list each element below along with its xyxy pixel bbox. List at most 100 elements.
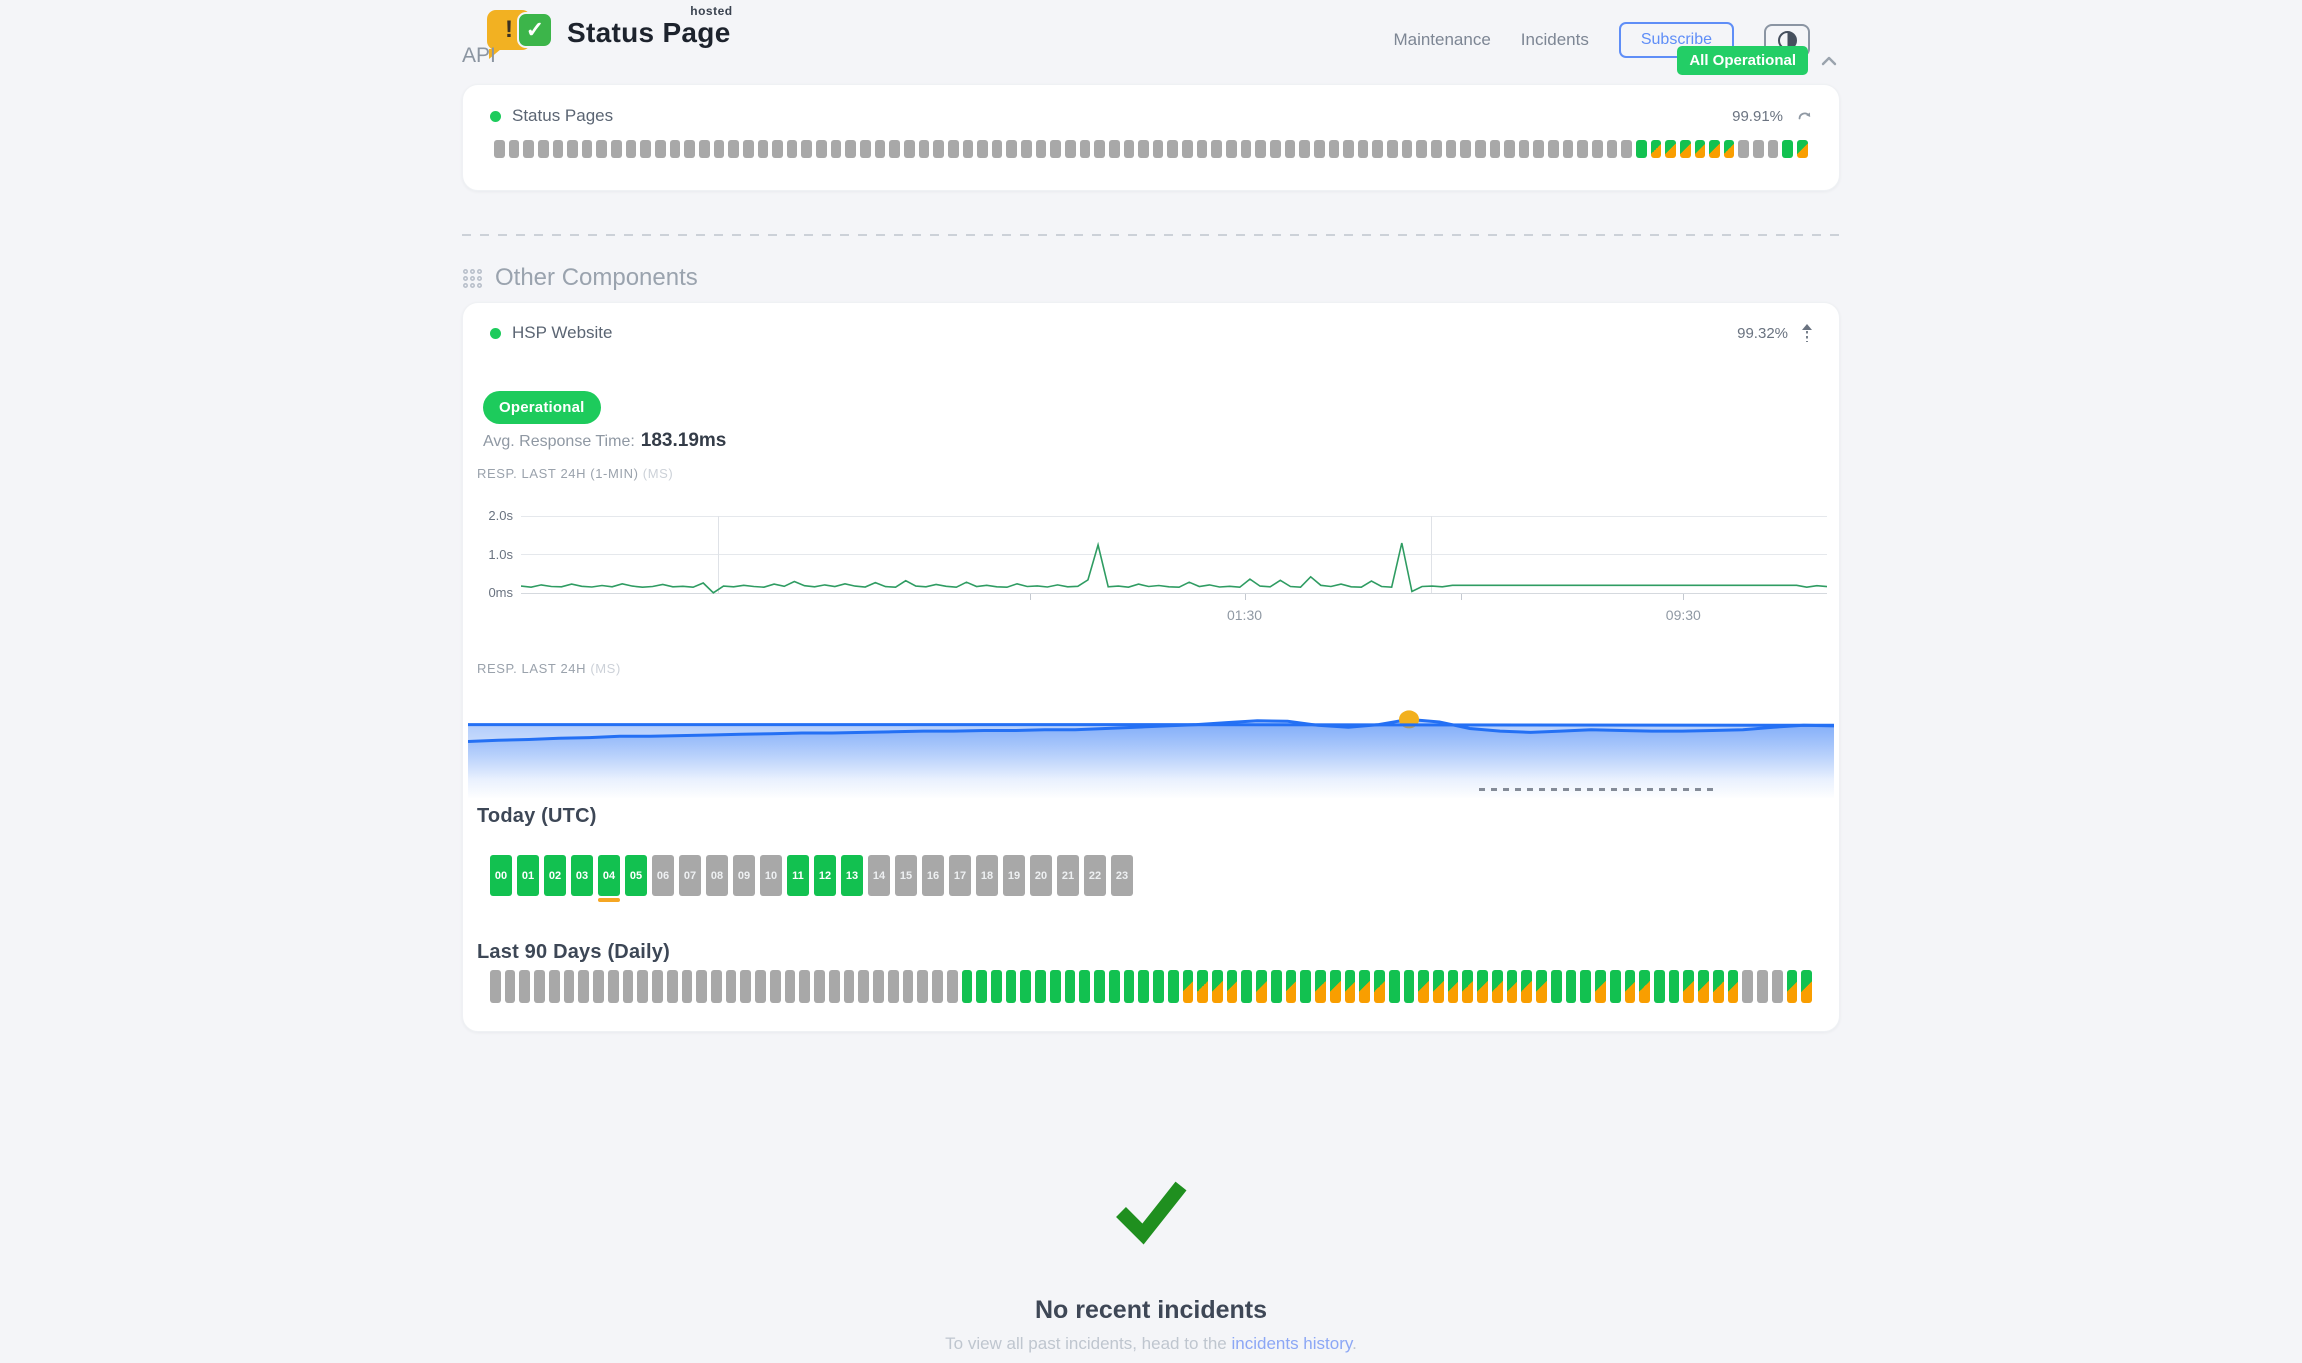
uptime-bar-segment[interactable]: [1359, 970, 1371, 1003]
uptime-bar-segment[interactable]: [1786, 970, 1798, 1003]
uptime-bar-segment[interactable]: [799, 970, 811, 1003]
uptime-bar-segment[interactable]: [1797, 140, 1808, 158]
uptime-bar-segment[interactable]: [860, 140, 871, 158]
uptime-bar-segment[interactable]: [757, 140, 769, 158]
uptime-bar-segment[interactable]: [1284, 140, 1296, 158]
uptime-bar-segment[interactable]: [1767, 140, 1779, 158]
uptime-bar-segment[interactable]: [681, 970, 693, 1003]
uptime-bar-segment[interactable]: [1650, 140, 1662, 158]
uptime-bar-segment[interactable]: [917, 970, 929, 1003]
hour-block-14[interactable]: 14: [868, 855, 890, 896]
uptime-bar-segment[interactable]: [578, 970, 590, 1003]
uptime-bar-segment[interactable]: [1094, 970, 1105, 1003]
uptime-bar-segment[interactable]: [1138, 970, 1150, 1003]
uptime-bar-segment[interactable]: [1357, 140, 1369, 158]
hour-block-11[interactable]: 11: [787, 855, 809, 896]
uptime-bar-segment[interactable]: [1462, 970, 1474, 1003]
uptime-bar-segment[interactable]: [1771, 970, 1783, 1003]
uptime-bar-segment[interactable]: [1196, 140, 1208, 158]
uptime-bar-segment[interactable]: [728, 140, 739, 158]
uptime-bar-segment[interactable]: [552, 140, 564, 158]
uptime-bar-segment[interactable]: [1801, 970, 1813, 1003]
hour-block-23[interactable]: 23: [1111, 855, 1133, 896]
uptime-bar-segment[interactable]: [652, 970, 663, 1003]
uptime-bar-segment[interactable]: [1167, 140, 1179, 158]
uptime-bar-segment[interactable]: [1727, 970, 1739, 1003]
uptime-bar-segment[interactable]: [563, 970, 575, 1003]
uptime-bar-segment[interactable]: [1753, 140, 1764, 158]
uptime-bar-segment[interactable]: [684, 140, 695, 158]
uptime-bar-segment[interactable]: [740, 970, 752, 1003]
uptime-bar-segment[interactable]: [1064, 140, 1076, 158]
uptime-bar-segment[interactable]: [1536, 970, 1547, 1003]
response-area-chart[interactable]: [468, 689, 1834, 799]
uptime-bar-segment[interactable]: [1256, 970, 1267, 1003]
hour-block-13[interactable]: 13: [841, 855, 863, 896]
uptime-bar-segment[interactable]: [1489, 140, 1501, 158]
subscribe-button[interactable]: Subscribe: [1618, 22, 1734, 58]
refresh-icon[interactable]: [1796, 108, 1813, 125]
uptime-bar-segment[interactable]: [1550, 970, 1562, 1003]
uptime-bar-segment[interactable]: [1035, 970, 1046, 1003]
nav-item-incidents[interactable]: Incidents: [1520, 30, 1589, 49]
uptime-bar-segment[interactable]: [1374, 970, 1385, 1003]
uptime-bar-segment[interactable]: [1211, 140, 1223, 158]
uptime-bar-segment[interactable]: [755, 970, 766, 1003]
incidents-history-link[interactable]: incidents history: [1231, 1334, 1353, 1353]
uptime-bar-segment[interactable]: [946, 970, 958, 1003]
uptime-bar-segment[interactable]: [537, 140, 549, 158]
uptime-bar-segment[interactable]: [830, 140, 842, 158]
uptime-bar-segment[interactable]: [1005, 970, 1017, 1003]
uptime-bar-segment[interactable]: [1313, 140, 1325, 158]
uptime-bar-segment[interactable]: [1723, 140, 1735, 158]
hour-block-05[interactable]: 05: [625, 855, 647, 896]
uptime-bar-segment[interactable]: [1035, 140, 1047, 158]
hour-block-08[interactable]: 08: [706, 855, 728, 896]
hour-block-00[interactable]: 00: [490, 855, 512, 896]
uptime-bar-segment[interactable]: [698, 140, 710, 158]
uptime-bar-segment[interactable]: [1123, 970, 1135, 1003]
uptime-bar-segment[interactable]: [1782, 140, 1794, 158]
uptime-bar-segment[interactable]: [1403, 970, 1415, 1003]
uptime-bar-segment[interactable]: [711, 970, 722, 1003]
uptime-bar-segment[interactable]: [772, 140, 783, 158]
uptime-bar-segment[interactable]: [1167, 970, 1179, 1003]
uptime-bar-segment[interactable]: [1329, 970, 1341, 1003]
uptime-bar-segment[interactable]: [991, 140, 1003, 158]
uptime-bar-segment[interactable]: [1123, 140, 1135, 158]
uptime-bar-segment[interactable]: [947, 140, 959, 158]
uptime-bar-segment[interactable]: [814, 970, 825, 1003]
uptime-bar-segment[interactable]: [1447, 970, 1459, 1003]
uptime-bar-segment[interactable]: [977, 140, 988, 158]
uptime-bar-segment[interactable]: [1606, 140, 1618, 158]
uptime-bar-segment[interactable]: [1742, 970, 1754, 1003]
uptime-bar-segment[interactable]: [902, 970, 914, 1003]
uptime-bar-segment[interactable]: [1021, 140, 1032, 158]
hour-block-01[interactable]: 01: [517, 855, 539, 896]
uptime-bar-segment[interactable]: [845, 140, 857, 158]
uptime-bar-segment[interactable]: [625, 140, 637, 158]
uptime-bar-segment[interactable]: [1153, 970, 1164, 1003]
uptime-bar-segment[interactable]: [1609, 970, 1621, 1003]
uptime-bar-segment[interactable]: [873, 970, 884, 1003]
uptime-bar-segment[interactable]: [1343, 140, 1354, 158]
uptime-bar-segment[interactable]: [1533, 140, 1545, 158]
uptime-bar-segment[interactable]: [1577, 140, 1589, 158]
uptime-bar-segment[interactable]: [607, 970, 619, 1003]
uptime-bar-segment[interactable]: [1416, 140, 1427, 158]
uptime-bar-segment[interactable]: [1504, 140, 1515, 158]
uptime-bar-segment[interactable]: [1269, 140, 1281, 158]
hour-block-21[interactable]: 21: [1057, 855, 1079, 896]
uptime-bar-segment[interactable]: [519, 970, 531, 1003]
uptime-bar-segment[interactable]: [1182, 970, 1194, 1003]
uptime-bar-segment[interactable]: [1698, 970, 1709, 1003]
uptime-bar-segment[interactable]: [1548, 140, 1559, 158]
uptime-bar-segment[interactable]: [494, 140, 505, 158]
uptime-bar-segment[interactable]: [1521, 970, 1533, 1003]
uptime-bar-segment[interactable]: [548, 970, 560, 1003]
uptime-bar-segment[interactable]: [666, 970, 678, 1003]
uptime-bar-segment[interactable]: [887, 970, 899, 1003]
uptime-bar-segment[interactable]: [1654, 970, 1665, 1003]
uptime-bar-segment[interactable]: [828, 970, 840, 1003]
uptime-bar-segment[interactable]: [640, 140, 652, 158]
